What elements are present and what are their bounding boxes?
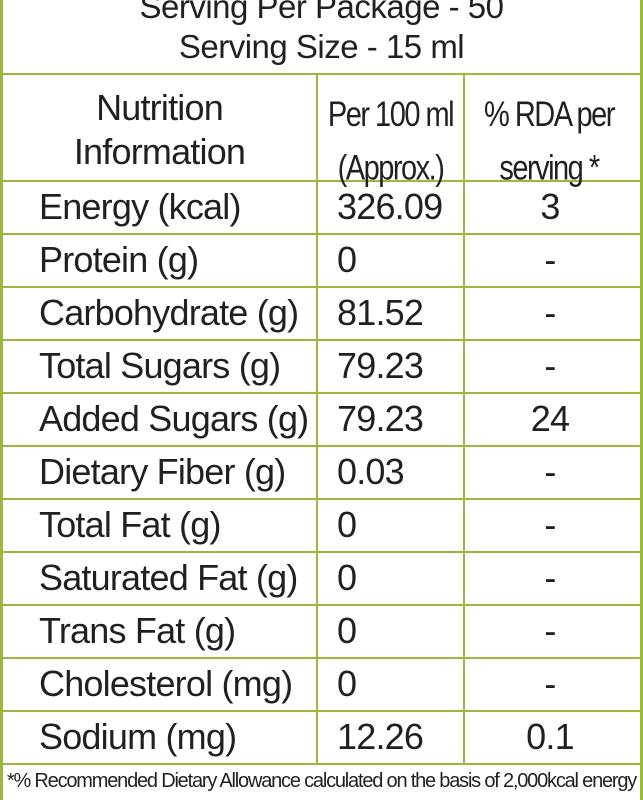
row-divider — [3, 392, 640, 394]
per100-value-trans-fat: 0 — [337, 610, 357, 651]
column-header-nutrition: Nutrition Information — [3, 86, 316, 174]
column-divider — [463, 75, 465, 763]
nutrient-name-protein: Protein (g) — [39, 239, 199, 280]
row-divider — [3, 551, 640, 553]
rda-value-trans-fat: - — [544, 610, 556, 651]
per100-value-cholesterol: 0 — [337, 663, 357, 704]
per100-value-total-sugars: 79.23 — [337, 345, 424, 386]
serving-per-package: Serving Per Package - 50 — [139, 0, 504, 25]
row-divider — [3, 498, 640, 500]
column-header-divider — [3, 180, 640, 182]
rda-footnote: *% Recommended Dietary Allowance calcula… — [6, 770, 637, 792]
serving-size: Serving Size - 15 ml — [178, 28, 465, 65]
header-divider — [3, 73, 640, 75]
per100-value-added-sugars: 79.23 — [337, 398, 424, 439]
nutrient-name-cholesterol: Cholesterol (mg) — [39, 663, 293, 704]
column-divider — [316, 75, 318, 763]
nutrient-name-total-fat: Total Fat (g) — [39, 504, 221, 545]
column-header-rda: % RDA per serving * — [465, 88, 633, 195]
nutrient-name-carbohydrate: Carbohydrate (g) — [39, 292, 299, 333]
nutrient-name-added-sugars: Added Sugars (g) — [39, 398, 309, 439]
row-divider — [3, 445, 640, 447]
column-header-nutrition-line2: Information — [73, 131, 246, 172]
column-header-per-100ml-line2: (Approx.) — [337, 149, 445, 189]
column-header-nutrition-line1: Nutrition — [96, 87, 224, 128]
row-divider — [3, 233, 640, 235]
rda-value-added-sugars: 24 — [530, 398, 570, 439]
nutrient-name-trans-fat: Trans Fat (g) — [39, 610, 236, 651]
per100-value-sodium: 12.26 — [337, 716, 424, 757]
per100-value-total-fat: 0 — [337, 504, 357, 545]
row-divider — [3, 286, 640, 288]
row-divider — [3, 604, 640, 606]
footnote-divider — [3, 763, 640, 765]
column-header-rda-line2: serving * — [499, 149, 600, 189]
rda-value-dietary-fiber: - — [544, 451, 556, 492]
rda-value-cholesterol: - — [544, 663, 556, 704]
per100-value-energy: 326.09 — [337, 186, 443, 227]
per100-value-carbohydrate: 81.52 — [337, 292, 424, 333]
row-divider — [3, 657, 640, 659]
rda-value-protein: - — [544, 239, 556, 280]
rda-value-energy: 3 — [540, 186, 560, 227]
nutrient-name-energy: Energy (kcal) — [39, 186, 241, 227]
per100-value-saturated-fat: 0 — [337, 557, 357, 598]
nutrient-name-sodium: Sodium (mg) — [39, 716, 237, 757]
per100-value-protein: 0 — [337, 239, 357, 280]
per100-value-dietary-fiber: 0.03 — [337, 451, 405, 492]
row-divider — [3, 339, 640, 341]
nutrient-name-total-sugars: Total Sugars (g) — [39, 345, 281, 386]
rda-value-total-fat: - — [544, 504, 556, 545]
column-header-per-100ml: Per 100 ml (Approx.) — [318, 88, 463, 195]
row-divider — [3, 710, 640, 712]
column-header-rda-line1: % RDA per — [484, 95, 615, 135]
nutrient-name-saturated-fat: Saturated Fat (g) — [39, 557, 298, 598]
nutrient-name-dietary-fiber: Dietary Fiber (g) — [39, 451, 286, 492]
rda-value-total-sugars: - — [544, 345, 556, 386]
rda-value-sodium: 0.1 — [526, 716, 574, 757]
rda-value-carbohydrate: - — [544, 292, 556, 333]
column-header-per-100ml-line1: Per 100 ml — [327, 95, 455, 135]
rda-value-saturated-fat: - — [544, 557, 556, 598]
